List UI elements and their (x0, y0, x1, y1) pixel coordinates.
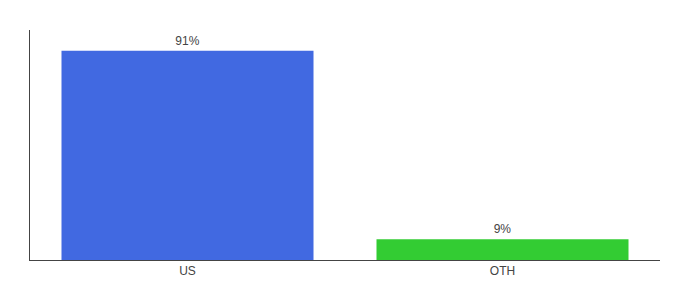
svg-text:US: US (179, 264, 196, 278)
svg-text:91%: 91% (175, 34, 199, 48)
svg-text:OTH: OTH (490, 264, 515, 278)
svg-text:9%: 9% (494, 222, 512, 236)
